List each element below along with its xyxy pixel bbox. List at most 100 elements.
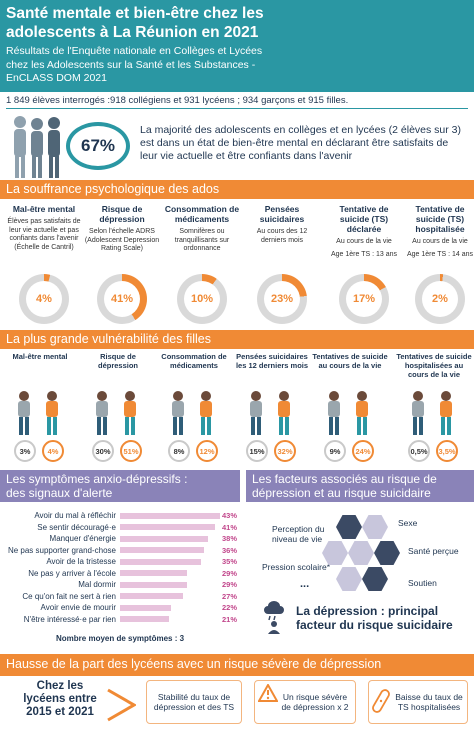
symptom-bar: [120, 547, 204, 554]
symptom-bar: [120, 558, 201, 565]
symptom-bar: [120, 535, 208, 542]
headline-percent-circle: 67%: [66, 122, 130, 170]
suffering-donut: 4%: [19, 274, 69, 324]
symptom-bar: [120, 581, 187, 588]
boys-value: 0,5%: [408, 440, 430, 462]
symptom-label: Ne pas supporter grand-chose: [7, 545, 116, 555]
symptom-bar-track: [120, 535, 220, 542]
conclusion-line1: La dépression : principal: [296, 604, 439, 618]
symptom-bar-track: [120, 524, 220, 531]
hex-shape: [322, 541, 348, 565]
hex-shape: [374, 541, 400, 565]
girls-item-title: Consommation de médicaments: [161, 352, 227, 370]
girls-value: 32%: [274, 440, 296, 462]
symptom-label: Ne pas y arriver à l'école: [28, 568, 116, 578]
suffering-donut: 2%: [415, 274, 465, 324]
symptom-value: 29%: [222, 580, 238, 590]
header-banner: Santé mentale et bien-être chez les adol…: [0, 0, 474, 92]
symptom-bar: [120, 593, 183, 600]
hex-shape: [362, 567, 388, 591]
symptom-value: 27%: [222, 591, 238, 601]
suffering-item: Risque de dépression Selon l'échelle ADRS…: [84, 204, 160, 254]
suffering-item-desc: Élèves pas satisfaits de leur vie actuel…: [7, 218, 81, 251]
symptom-label: Se sentir découragé·e: [37, 522, 116, 532]
symptom-value: 21%: [222, 614, 238, 624]
suffering-item-desc: Selon l'échelle ADRS (Adolescent Depress…: [84, 228, 160, 252]
symptom-bar-track: [120, 570, 220, 577]
arrow-right-icon: [107, 688, 136, 722]
symptom-bar-row: Ne pas y arriver à l'école 29%: [2, 568, 250, 580]
symptom-bar-row: Avoir du mal à réfléchir 43%: [2, 510, 250, 522]
symptom-label: Avoir envie de mourir: [40, 603, 116, 613]
suffering-item-desc2: Age 1ère TS : 13 ans: [330, 250, 398, 258]
sample-text: 1 849 élèves interrogés :918 collégiens …: [6, 95, 349, 106]
subtitle-line2: chez les Adolescents sur la Santé et les…: [6, 58, 256, 71]
suffering-item: Tentative de suicide (TS) hospitalisée Au…: [402, 204, 474, 259]
suffering-donut: 41%: [97, 274, 147, 324]
factor-sex: Sexe: [398, 518, 418, 528]
symptom-bar-row: Ne pas supporter grand-chose 36%: [2, 545, 250, 557]
factor-perceived-health: Santé perçue: [408, 546, 459, 556]
girls-value: 4%: [42, 440, 64, 462]
students-silhouette-icon: [14, 116, 60, 178]
girls-item-title: Tentatives de suicide hospitalisées au c…: [396, 352, 472, 379]
sad-person-icon: [264, 601, 284, 634]
symptom-bar: [120, 524, 215, 531]
symptom-bar: [120, 604, 171, 611]
bottom-box-hospital: Baisse du taux de TS hospitalisées: [368, 680, 468, 724]
girls-item-title: Tentatives de suicide au cours de la vie: [312, 352, 388, 370]
symptom-bar-row: Se sentir découragé·e 41%: [2, 522, 250, 534]
symptom-bar-track: [120, 593, 220, 600]
factors-title-line2: dépression et au risque suicidaire: [252, 486, 431, 500]
symptom-bar-row: Ce qu'on fait ne sert à rien 27%: [2, 591, 250, 603]
hex-shape: [336, 567, 362, 591]
subtitle-line3: EnCLASS DOM 2021: [6, 72, 107, 84]
bandage-icon: [372, 689, 390, 713]
boy-girl-figures-icon: [250, 391, 290, 435]
symptom-bar-track: [120, 616, 220, 623]
hex-shape: [362, 515, 388, 539]
suffering-item-title: Tentative de suicide (TS) déclarée: [339, 204, 389, 234]
factors-ellipsis: ...: [300, 578, 310, 590]
title-line1: Santé mentale et bien-être chez les: [6, 5, 264, 22]
suffering-item-desc2: Age 1ère TS : 14 ans: [406, 250, 474, 258]
section-factors-title: Les facteurs associés au risque de dépre…: [246, 470, 474, 502]
symptom-bar-row: Avoir envie de mourir 22%: [2, 602, 250, 614]
symptom-value: 43%: [222, 511, 238, 521]
symptom-value: 36%: [222, 545, 238, 555]
suffering-item: Consommation de médicaments Somnifères ou…: [164, 204, 240, 254]
section-symptoms-title: Les symptômes anxio-dépressifs : des sig…: [0, 470, 240, 502]
symptom-value: 35%: [222, 557, 238, 567]
suffering-item-title: Pensées suicidaires: [259, 204, 305, 224]
headline-text: La majorité des adolescents en collèges …: [140, 124, 462, 162]
symptom-bar-track: [120, 604, 220, 611]
divider: [6, 108, 468, 109]
title-line2: adolescents à La Réunion en 2021: [6, 24, 259, 41]
suffering-donut-value: 4%: [26, 281, 62, 317]
symptoms-title-line2: des signaux d'alerte: [6, 486, 113, 500]
symptom-bar: [120, 512, 220, 519]
symptom-label: N'être intéressé·e par rien: [23, 614, 116, 624]
suffering-item-desc: Au cours de la vie: [336, 238, 392, 245]
boy-girl-figures-icon: [18, 391, 58, 435]
bottom-box-risk: Un risque sévère de dépression x 2: [254, 680, 356, 724]
symptom-bar-track: [120, 558, 220, 565]
subtitle-line1: Résultats de l'Enquête nationale en Coll…: [6, 45, 263, 57]
symptom-value: 22%: [222, 603, 238, 613]
suffering-item: Pensées suicidaires Au cours des 12 derni…: [244, 204, 320, 245]
suffering-item: Mal-être mental Élèves pas satisfaits de …: [6, 204, 82, 252]
factors-conclusion: La dépression : principal facteur du ris…: [296, 604, 453, 632]
girls-value: 51%: [120, 440, 142, 462]
symptom-bar-row: N'être intéressé·e par rien 21%: [2, 614, 250, 626]
suffering-donut-value: 23%: [264, 281, 300, 317]
symptom-bar-row: Avoir de la tristesse 35%: [2, 556, 250, 568]
suffering-donut: 10%: [177, 274, 227, 324]
suffering-item-desc: Somnifères ou tranquillisants sur ordonn…: [174, 228, 230, 252]
warning-triangle-icon: [258, 684, 278, 702]
bottom-lead: Chez les lycéens entre 2015 et 2021: [23, 680, 97, 718]
suffering-donut-value: 2%: [422, 281, 458, 317]
symptom-bar-track: [120, 581, 220, 588]
boy-girl-figures-icon: [412, 391, 452, 435]
boy-girl-figures-icon: [96, 391, 136, 435]
girls-value: 3,5%: [436, 440, 458, 462]
